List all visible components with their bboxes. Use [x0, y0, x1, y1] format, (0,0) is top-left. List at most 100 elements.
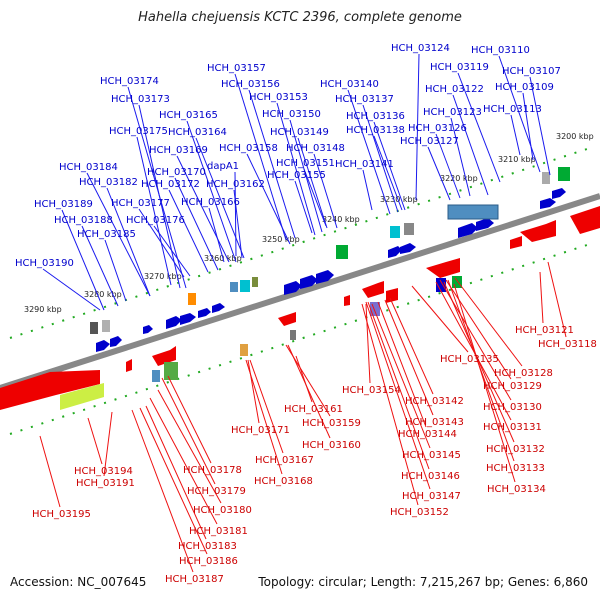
forward-gene-label[interactable]: HCH_03110: [471, 45, 530, 56]
forward-gene-label[interactable]: dapA1: [207, 161, 239, 172]
reverse-gene-label[interactable]: HCH_03145: [402, 450, 461, 461]
forward-gene-label[interactable]: HCH_03124: [391, 43, 450, 54]
leader-line: [161, 377, 216, 485]
reverse-gene-label[interactable]: HCH_03186: [179, 556, 238, 567]
reverse-gene-label[interactable]: HCH_03160: [302, 440, 361, 451]
forward-gene-label[interactable]: HCH_03172: [141, 179, 200, 190]
reverse-gene-label[interactable]: HCH_03146: [401, 471, 460, 482]
forward-gene-label[interactable]: HCH_03169: [149, 145, 208, 156]
leader-line: [246, 153, 291, 245]
colored-block: [102, 320, 110, 332]
reverse-gene-label[interactable]: HCH_03183: [178, 541, 237, 552]
reverse-gene-label[interactable]: HCH_03142: [405, 396, 464, 407]
forward-gene-label[interactable]: HCH_03107: [502, 66, 561, 77]
reverse-gene-label[interactable]: HCH_03152: [390, 507, 449, 518]
forward-gene-label[interactable]: HCH_03122: [425, 84, 484, 95]
forward-gene-label[interactable]: HCH_03123: [423, 107, 482, 118]
forward-gene-label[interactable]: HCH_03156: [221, 79, 280, 90]
reverse-gene-label[interactable]: HCH_03143: [405, 417, 464, 428]
forward-gene-label[interactable]: HCH_03140: [320, 79, 379, 90]
reverse-gene-label[interactable]: HCH_03178: [183, 465, 242, 476]
forward-gene-label[interactable]: HCH_03166: [181, 197, 240, 208]
forward-gene-label[interactable]: HCH_03173: [111, 94, 170, 105]
forward-gene-label[interactable]: HCH_03155: [267, 170, 326, 181]
forward-gene-label[interactable]: HCH_03138: [346, 125, 405, 136]
forward-gene-label[interactable]: HCH_03153: [249, 92, 308, 103]
forward-gene-label[interactable]: HCH_03141: [335, 159, 394, 170]
forward-gene-label[interactable]: HCH_03184: [59, 162, 118, 173]
leader-line: [167, 375, 212, 464]
reverse-gene-label[interactable]: HCH_03154: [342, 385, 401, 396]
forward-gene-label[interactable]: HCH_03188: [54, 215, 113, 226]
reverse-gene-label[interactable]: HCH_03171: [231, 425, 290, 436]
reverse-gene-label[interactable]: HCH_03168: [254, 476, 313, 487]
leader-line: [138, 208, 185, 278]
forward-gene-label[interactable]: HCH_03189: [34, 199, 93, 210]
forward-gene-label[interactable]: HCH_03109: [495, 82, 554, 93]
reverse-gene-label[interactable]: HCH_03135: [440, 354, 499, 365]
reverse-gene-label[interactable]: HCH_03159: [302, 418, 361, 429]
forward-gene-label[interactable]: HCH_03158: [219, 143, 278, 154]
leader-line: [295, 355, 313, 403]
forward-gene-label[interactable]: HCH_03157: [207, 63, 266, 74]
reverse-gene-label[interactable]: HCH_03181: [189, 526, 248, 537]
colored-block: [230, 282, 238, 292]
reverse-gene-arrow: [426, 258, 460, 278]
reverse-gene-label[interactable]: HCH_03179: [187, 486, 246, 497]
reverse-gene-label[interactable]: HCH_03133: [486, 463, 545, 474]
forward-gene-label[interactable]: HCH_03165: [159, 110, 218, 121]
reverse-gene-label[interactable]: HCH_03147: [402, 491, 461, 502]
forward-gene-label[interactable]: HCH_03119: [430, 62, 489, 73]
forward-gene-arrow: [284, 281, 302, 295]
reverse-gene-label[interactable]: HCH_03191: [76, 478, 135, 489]
reverse-gene-label[interactable]: HCH_03132: [486, 444, 545, 455]
leader-line: [39, 435, 61, 508]
forward-gene-label[interactable]: HCH_03150: [262, 109, 321, 120]
forward-gene-label[interactable]: HCH_03164: [168, 127, 227, 138]
colored-block: [164, 362, 178, 380]
reverse-gene-label[interactable]: HCH_03180: [193, 505, 252, 516]
leader-line: [362, 104, 399, 213]
forward-gene-label[interactable]: HCH_03149: [270, 127, 329, 138]
forward-gene-label[interactable]: HCH_03126: [408, 123, 467, 134]
leader-line: [168, 189, 209, 273]
leader-line: [365, 303, 371, 384]
forward-gene-label[interactable]: HCH_03148: [286, 143, 345, 154]
colored-block: [240, 344, 248, 356]
leader-line: [411, 285, 469, 353]
reverse-gene-label[interactable]: HCH_03134: [487, 484, 546, 495]
forward-gene-arrow: [388, 246, 402, 258]
leader-line: [361, 303, 419, 506]
reverse-gene-label[interactable]: HCH_03121: [515, 325, 574, 336]
forward-gene-label[interactable]: HCH_03137: [335, 94, 394, 105]
forward-gene-label[interactable]: HCH_03151: [276, 158, 335, 169]
reverse-gene-label[interactable]: HCH_03167: [255, 455, 314, 466]
forward-gene-label[interactable]: HCH_03176: [126, 215, 185, 226]
leader-line: [377, 301, 427, 428]
forward-gene-label[interactable]: HCH_03175: [109, 126, 168, 137]
reverse-gene-label[interactable]: HCH_03194: [74, 466, 133, 477]
top-gene-labels: HCH_03124 HCH_03110 HCH_03119 HCH_03107 HCH_…: [15, 43, 561, 269]
colored-block: [290, 330, 296, 340]
reverse-gene-label[interactable]: HCH_03187: [165, 574, 224, 585]
forward-gene-label[interactable]: HCH_03177: [111, 198, 170, 209]
forward-gene-label[interactable]: HCH_03136: [346, 111, 405, 122]
forward-gene-label[interactable]: HCH_03162: [206, 179, 265, 190]
forward-gene-label[interactable]: HCH_03174: [100, 76, 159, 87]
reverse-gene-label[interactable]: HCH_03128: [494, 368, 553, 379]
reverse-gene-label[interactable]: HCH_03195: [32, 509, 91, 520]
forward-gene-label[interactable]: HCH_03113: [483, 104, 542, 115]
forward-gene-label[interactable]: HCH_03170: [147, 167, 206, 178]
forward-gene-label[interactable]: HCH_03190: [15, 258, 74, 269]
reverse-gene-label[interactable]: HCH_03161: [284, 404, 343, 415]
reverse-gene-arrow: [344, 295, 350, 306]
reverse-gene-label[interactable]: HCH_03130: [483, 402, 542, 413]
reverse-gene-label[interactable]: HCH_03129: [483, 381, 542, 392]
forward-gene-label[interactable]: HCH_03185: [77, 229, 136, 240]
reverse-gene-label[interactable]: HCH_03144: [398, 429, 457, 440]
forward-gene-label[interactable]: HCH_03127: [400, 136, 459, 147]
reverse-gene-label[interactable]: HCH_03131: [483, 422, 542, 433]
forward-gene-label[interactable]: HCH_03182: [79, 177, 138, 188]
reverse-gene-label[interactable]: HCH_03118: [538, 339, 597, 350]
reverse-gene-arrow: [520, 220, 556, 242]
